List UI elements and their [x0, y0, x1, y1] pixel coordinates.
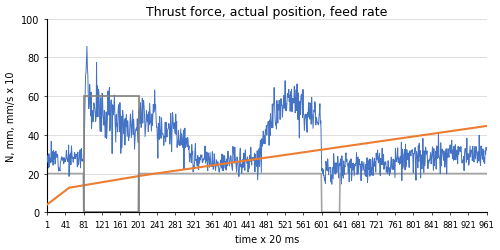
Bar	[84, 97, 139, 212]
X-axis label: time x 20 ms: time x 20 ms	[234, 234, 299, 244]
Y-axis label: N, mm, mm/s x 10: N, mm, mm/s x 10	[6, 71, 16, 161]
Title: Thrust force, actual position, feed rate: Thrust force, actual position, feed rate	[146, 6, 388, 18]
